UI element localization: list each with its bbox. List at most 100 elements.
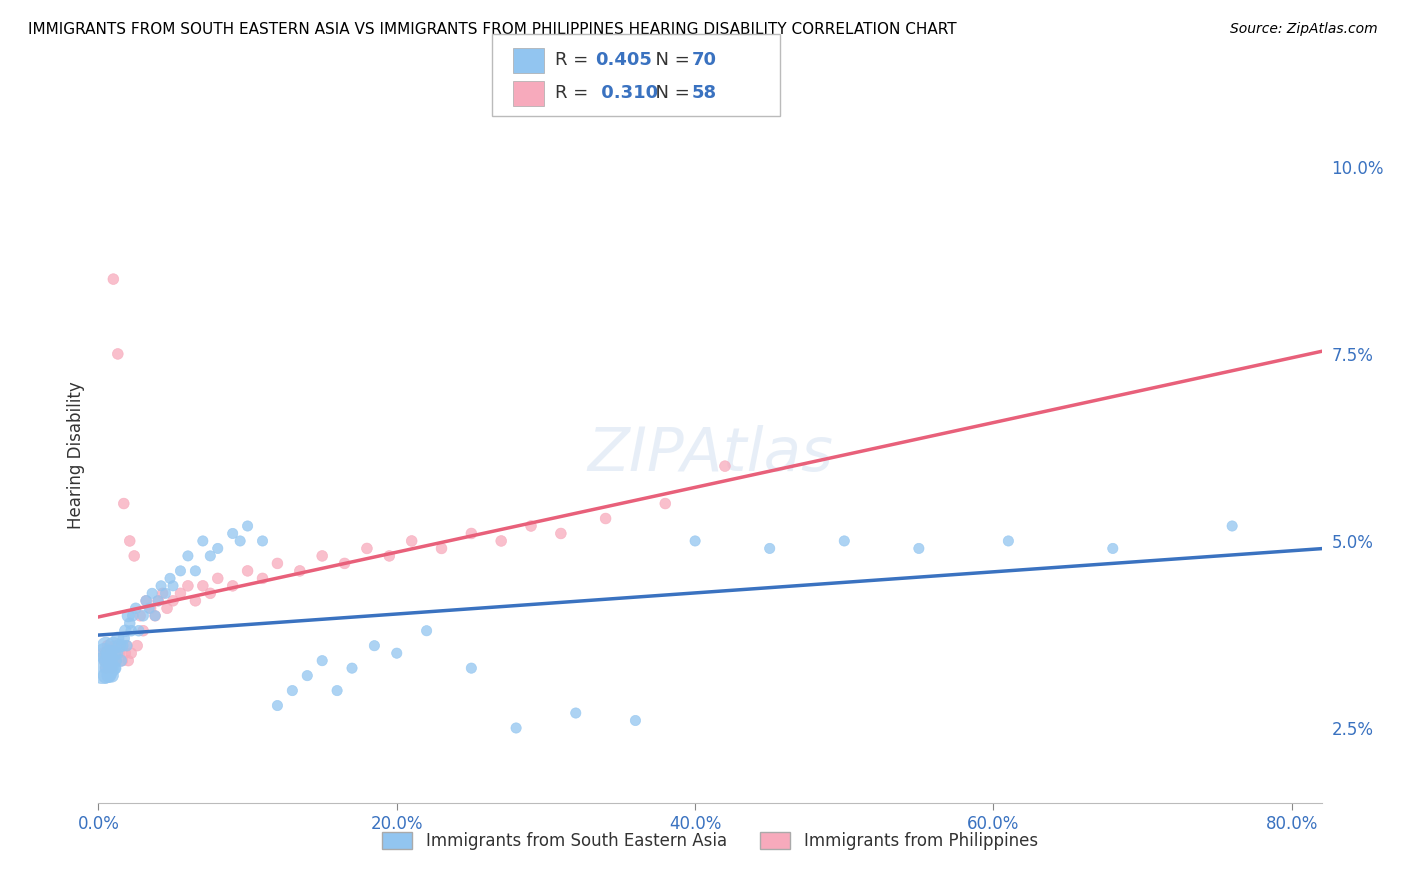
Point (430, 541, 453, 556)
Point (221, 526, 243, 541)
Point (108, 639, 131, 653)
Point (94, 646, 117, 660)
Point (98, 654, 121, 668)
Point (221, 579, 243, 593)
Point (177, 579, 200, 593)
Point (162, 594, 184, 608)
Point (104, 661, 127, 675)
Point (311, 654, 333, 668)
Point (105, 654, 128, 668)
Point (94, 661, 117, 675)
Point (169, 564, 191, 578)
Point (101, 668, 124, 682)
Point (98, 661, 121, 675)
Point (120, 646, 142, 660)
Point (654, 497, 676, 511)
Point (94, 639, 117, 653)
Point (184, 594, 207, 608)
Point (135, 594, 157, 608)
Point (356, 541, 378, 556)
Point (1101, 541, 1123, 556)
Point (114, 624, 136, 638)
Point (191, 579, 214, 593)
Point (132, 624, 155, 638)
Point (121, 608, 143, 623)
Point (117, 608, 139, 623)
Text: IMMIGRANTS FROM SOUTH EASTERN ASIA VS IMMIGRANTS FROM PHILIPPINES HEARING DISABI: IMMIGRANTS FROM SOUTH EASTERN ASIA VS IM… (28, 22, 956, 37)
Point (96, 661, 118, 675)
Point (125, 601, 148, 615)
Point (236, 564, 259, 578)
Point (460, 526, 482, 541)
Point (112, 497, 135, 511)
Point (624, 714, 647, 728)
Point (118, 616, 141, 631)
Point (191, 533, 214, 548)
Point (266, 698, 288, 713)
Point (101, 661, 124, 675)
Point (103, 661, 125, 675)
Text: 70: 70 (692, 52, 717, 70)
Point (97, 654, 120, 668)
Point (565, 706, 588, 720)
Point (252, 533, 274, 548)
Point (104, 654, 127, 668)
Point (378, 549, 401, 563)
Point (169, 586, 191, 600)
Point (112, 631, 135, 645)
Point (143, 608, 166, 623)
Point (120, 624, 142, 638)
Point (832, 533, 855, 548)
Point (146, 594, 169, 608)
Point (114, 646, 136, 660)
Point (714, 459, 737, 474)
Point (143, 608, 166, 623)
Point (229, 533, 252, 548)
Text: Source: ZipAtlas.com: Source: ZipAtlas.com (1230, 22, 1378, 37)
Point (150, 579, 173, 593)
Text: N =: N = (644, 52, 696, 70)
Text: 58: 58 (692, 84, 717, 103)
Point (91, 661, 114, 675)
Point (152, 586, 174, 600)
Point (266, 557, 288, 571)
Point (997, 533, 1019, 548)
Point (297, 668, 319, 682)
Point (104, 639, 127, 653)
Point (115, 639, 138, 653)
Point (550, 526, 572, 541)
Point (107, 347, 129, 361)
Point (138, 601, 160, 615)
Point (117, 654, 139, 668)
Text: 0.310: 0.310 (595, 84, 658, 103)
Point (93, 646, 115, 660)
Point (110, 639, 132, 653)
Legend: Immigrants from South Eastern Asia, Immigrants from Philippines: Immigrants from South Eastern Asia, Immi… (375, 826, 1045, 857)
Point (129, 608, 152, 623)
Point (103, 646, 125, 660)
Point (111, 639, 134, 653)
Point (326, 683, 349, 698)
Point (207, 571, 229, 585)
Point (311, 549, 333, 563)
Point (97, 668, 120, 682)
Point (96, 654, 118, 668)
Point (91, 646, 114, 660)
Point (115, 639, 138, 653)
Point (97, 646, 120, 660)
Point (288, 564, 311, 578)
Point (146, 594, 169, 608)
Point (94, 668, 117, 682)
Point (97, 646, 120, 660)
Point (127, 639, 149, 653)
Text: R =: R = (555, 84, 595, 103)
Point (363, 639, 385, 653)
Point (118, 533, 141, 548)
Text: R =: R = (555, 52, 595, 70)
Point (207, 541, 229, 556)
Point (98, 654, 121, 668)
Text: 0.405: 0.405 (595, 52, 651, 70)
Point (139, 601, 162, 615)
Point (683, 533, 706, 548)
Point (156, 601, 179, 615)
